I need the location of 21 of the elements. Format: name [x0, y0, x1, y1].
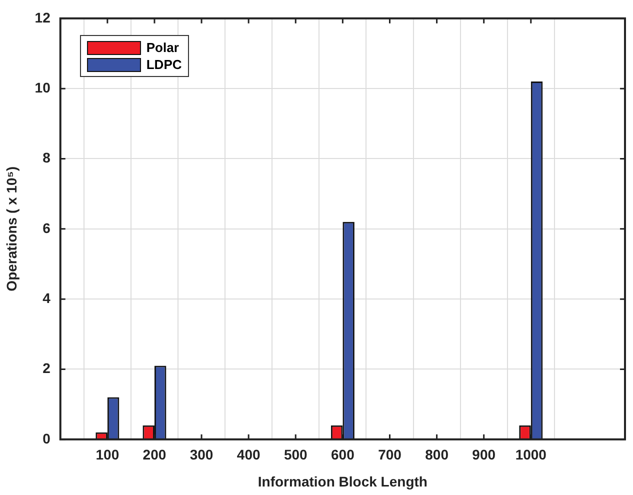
y-tick-label: 2 — [42, 360, 51, 376]
x-tick-label: 100 — [96, 446, 120, 463]
legend-label: Polar — [146, 40, 179, 56]
y-tick-label: 8 — [42, 150, 51, 166]
x-tick-label: 600 — [331, 446, 355, 463]
legend-label: LDPC — [146, 57, 182, 72]
y-tick-label: 4 — [42, 290, 51, 306]
x-tick-label: 300 — [190, 446, 214, 463]
x-axis-title: Information Block Length — [258, 473, 428, 490]
x-tick-label: 700 — [378, 446, 402, 463]
x-tick-label: 400 — [236, 446, 260, 463]
x-tick-label: 1000 — [515, 446, 547, 463]
y-tick-label: 0 — [42, 430, 51, 446]
x-tick-label: 900 — [472, 446, 496, 463]
y-tick-label: 12 — [34, 9, 51, 26]
y-axis-title: Operations ( x 10⁵) — [3, 166, 20, 292]
x-tick-label: 800 — [425, 446, 449, 463]
x-tick-label: 200 — [142, 446, 166, 463]
y-tick-label: 10 — [34, 79, 51, 96]
x-tick-label: 500 — [284, 446, 308, 463]
y-tick-label: 6 — [42, 220, 51, 236]
